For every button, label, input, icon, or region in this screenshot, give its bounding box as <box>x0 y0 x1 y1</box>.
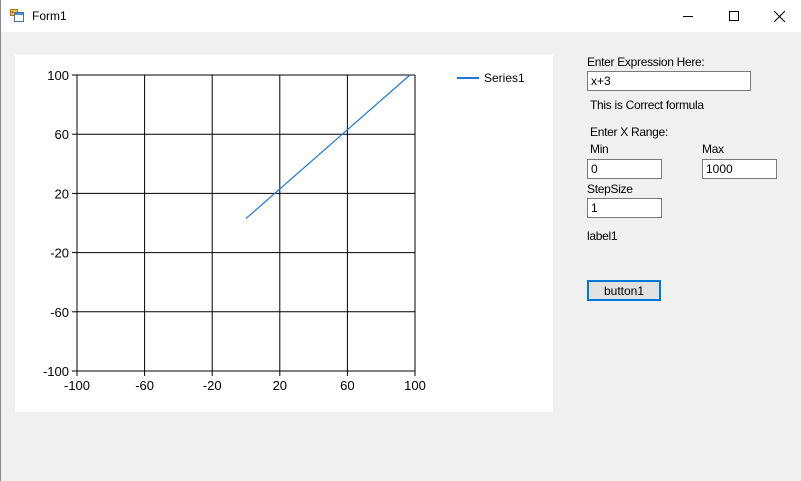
minimize-button[interactable] <box>665 0 711 32</box>
y-tick-label: 60 <box>55 127 69 142</box>
label1: label1 <box>587 229 618 243</box>
max-label: Max <box>702 142 724 156</box>
minimize-icon <box>683 16 693 17</box>
line-chart: -100 -60 -20 20 60 100 -100 -60 -20 20 60 100 Series… <box>43 68 525 393</box>
stepsize-input[interactable] <box>587 198 662 218</box>
title-bar[interactable]: Form1 <box>1 0 801 32</box>
formula-status-label: This is Correct formula <box>590 98 704 112</box>
app-icon <box>10 9 24 22</box>
y-tick-label: 20 <box>55 186 69 201</box>
legend-label: Series1 <box>484 71 525 85</box>
close-button[interactable] <box>756 0 801 32</box>
y-tick-label: 100 <box>47 68 69 83</box>
maximize-icon <box>729 11 739 21</box>
x-tick-label: 20 <box>273 378 287 393</box>
close-icon <box>773 10 785 22</box>
expression-input[interactable] <box>587 71 751 91</box>
x-tick-label: 60 <box>340 378 354 393</box>
maximize-button[interactable] <box>711 0 757 32</box>
min-input[interactable] <box>587 159 662 179</box>
x-tick-label: -20 <box>203 378 222 393</box>
y-tick-label: -20 <box>50 246 69 261</box>
button1[interactable]: button1 <box>587 280 661 301</box>
max-input[interactable] <box>702 159 777 179</box>
stepsize-label: StepSize <box>587 182 633 196</box>
x-tick-label: -60 <box>135 378 154 393</box>
chart-panel: -100 -60 -20 20 60 100 -100 -60 -20 20 60 100 Series… <box>15 55 553 412</box>
window-title: Form1 <box>32 9 67 23</box>
expression-label: Enter Expression Here: <box>587 55 705 69</box>
series-line <box>245 74 411 220</box>
x-tick-label: 100 <box>404 378 426 393</box>
y-tick-label: -100 <box>43 364 69 379</box>
x-range-label: Enter X Range: <box>590 125 668 139</box>
y-tick-label: -60 <box>50 305 69 320</box>
min-label: Min <box>590 142 609 156</box>
x-tick-label: -100 <box>64 378 90 393</box>
